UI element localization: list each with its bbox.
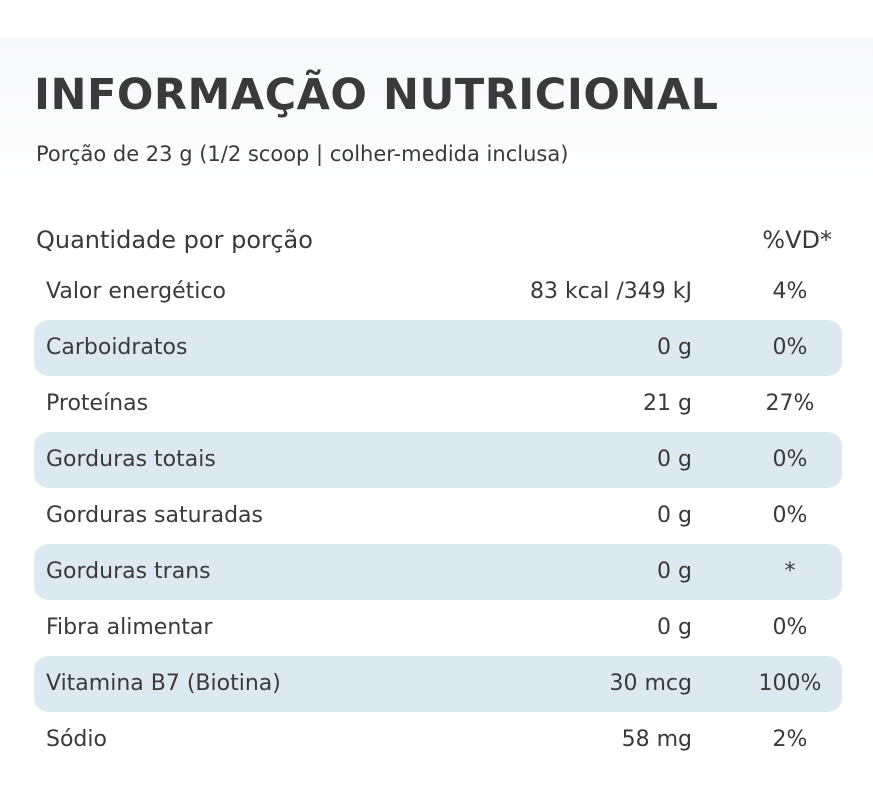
nutrient-amount: 0 g	[657, 503, 692, 528]
nutrient-name: Vitamina B7 (Biotina)	[46, 671, 281, 696]
nutrient-name: Proteínas	[46, 391, 149, 416]
page-title: INFORMAÇÃO NUTRICIONAL	[34, 70, 719, 120]
table-row: Gorduras totais 0 g 0%	[34, 432, 842, 488]
nutrient-name: Fibra alimentar	[46, 615, 213, 640]
nutrient-amount: 0 g	[657, 615, 692, 640]
nutrient-amount: 0 g	[657, 559, 692, 584]
table-row: Fibra alimentar 0 g 0%	[34, 600, 842, 656]
table-row: Valor energético 83 kcal /349 kJ 4%	[34, 264, 842, 320]
nutrient-daily-value: 4%	[772, 279, 808, 304]
nutrient-daily-value: 0%	[772, 447, 808, 472]
nutrient-name: Sódio	[46, 727, 107, 752]
nutrient-daily-value: 27%	[765, 391, 815, 416]
table-row: Gorduras trans 0 g *	[34, 544, 842, 600]
quantity-header: Quantidade por porção	[36, 226, 313, 254]
nutrition-table: Quantidade por porção %VD* Valor energét…	[34, 214, 842, 768]
nutrient-name: Gorduras saturadas	[46, 503, 264, 528]
table-row: Sódio 58 mg 2%	[34, 712, 842, 768]
nutrient-name: Gorduras totais	[46, 447, 216, 472]
nutrient-amount: 83 kcal /349 kJ	[529, 279, 692, 304]
daily-value-header: %VD*	[762, 226, 832, 254]
table-row: Proteínas 21 g 27%	[34, 376, 842, 432]
serving-size: Porção de 23 g (1/2 scoop | colher-medid…	[36, 142, 569, 166]
nutrient-daily-value: 0%	[772, 615, 808, 640]
table-row: Gorduras saturadas 0 g 0%	[34, 488, 842, 544]
table-header: Quantidade por porção %VD*	[34, 214, 842, 264]
nutrient-name: Valor energético	[46, 279, 226, 304]
nutrition-facts-card: INFORMAÇÃO NUTRICIONAL Porção de 23 g (1…	[0, 38, 873, 800]
table-row: Carboidratos 0 g 0%	[34, 320, 842, 376]
nutrient-name: Carboidratos	[46, 335, 188, 360]
nutrient-daily-value: 2%	[772, 727, 808, 752]
nutrient-amount: 58 mg	[621, 727, 692, 752]
nutrient-daily-value: 0%	[772, 503, 808, 528]
nutrient-daily-value: 0%	[772, 335, 808, 360]
nutrient-amount: 0 g	[657, 447, 692, 472]
table-row: Vitamina B7 (Biotina) 30 mcg 100%	[34, 656, 842, 712]
nutrient-daily-value: 100%	[758, 671, 822, 696]
nutrient-amount: 30 mcg	[609, 671, 692, 696]
nutrient-name: Gorduras trans	[46, 559, 211, 584]
nutrient-daily-value: *	[784, 559, 796, 584]
nutrient-amount: 21 g	[643, 391, 692, 416]
nutrient-amount: 0 g	[657, 335, 692, 360]
